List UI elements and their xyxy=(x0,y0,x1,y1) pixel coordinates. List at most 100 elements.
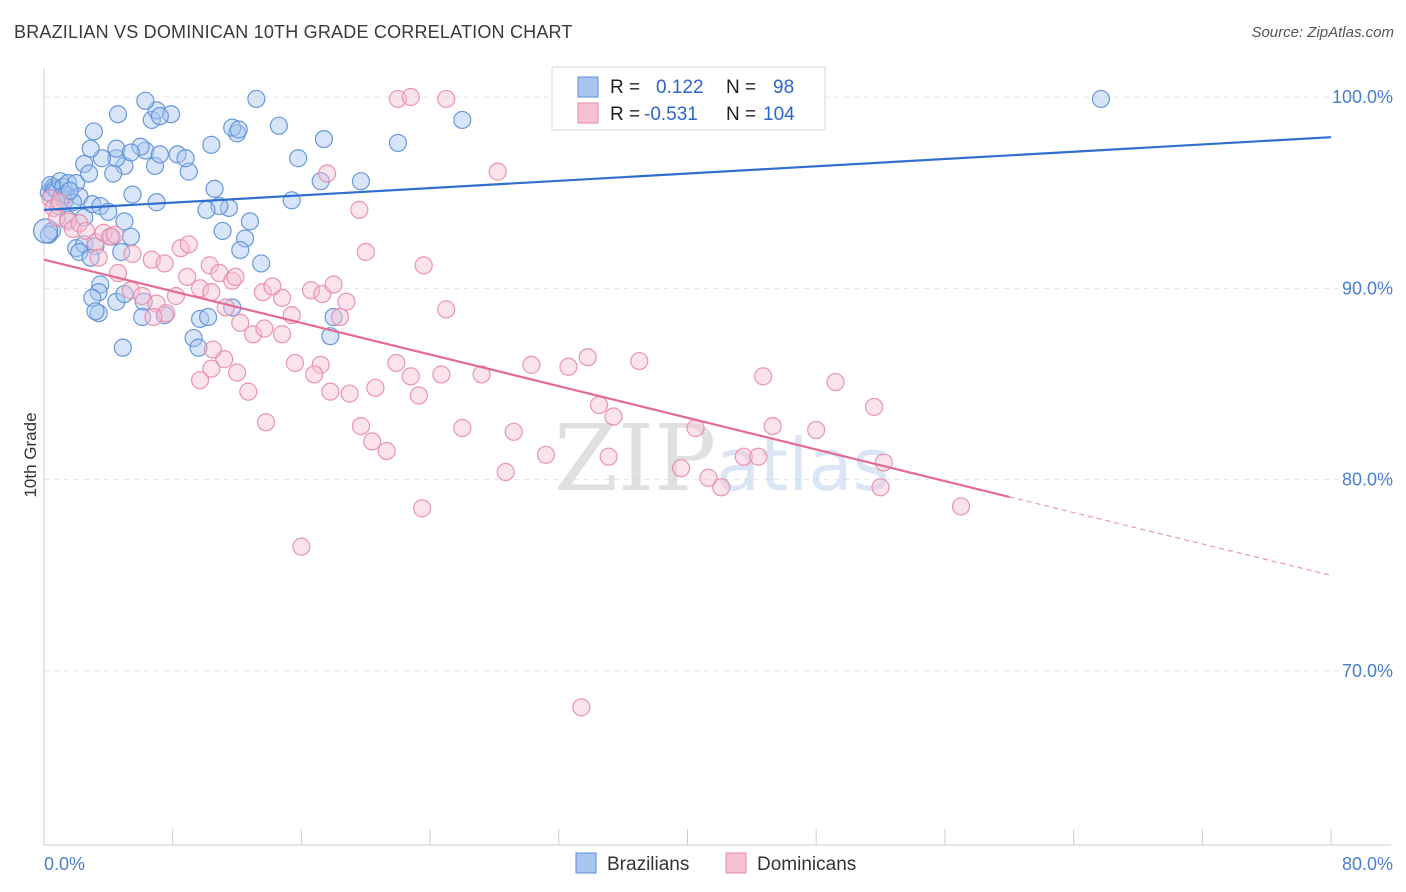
point-brazilian xyxy=(70,242,89,262)
point-brazilian xyxy=(86,237,105,256)
point-dominican xyxy=(826,372,845,392)
point-brazilian xyxy=(289,149,308,168)
point-brazilian xyxy=(75,154,94,174)
y-tick-label: 70.0% xyxy=(1342,661,1393,681)
point-brazilian xyxy=(121,227,140,246)
point-brazilian xyxy=(131,137,150,156)
point-dominican xyxy=(41,189,60,208)
point-dominican xyxy=(50,193,70,212)
point-brazilian xyxy=(112,242,131,262)
point-dominican xyxy=(414,256,433,275)
legend-n-label: N = xyxy=(726,104,756,125)
point-dominican xyxy=(226,267,245,286)
point-dominican xyxy=(356,242,375,262)
point-dominican xyxy=(572,698,591,717)
x-tick-label: 0.0% xyxy=(44,854,85,874)
point-dominican xyxy=(432,365,451,384)
correlation-legend: R = 0.122 N = 98 R = -0.531 N = 104 xyxy=(551,66,826,131)
point-brazilian xyxy=(240,212,260,231)
point-brazilian xyxy=(108,105,128,124)
point-brazilian xyxy=(269,116,288,135)
point-dominican xyxy=(604,407,623,426)
point-brazilian xyxy=(223,118,242,137)
point-brazilian xyxy=(202,135,221,154)
point-brazilian xyxy=(83,288,102,307)
point-brazilian xyxy=(252,254,271,273)
point-brazilian xyxy=(107,139,126,158)
point-dominican xyxy=(202,359,221,378)
point-dominican xyxy=(179,235,198,254)
point-dominican xyxy=(200,256,219,275)
point-brazilian xyxy=(453,110,472,130)
point-dominican xyxy=(351,416,371,436)
legend-swatch-dominicans xyxy=(577,102,599,124)
point-dominican xyxy=(437,300,456,319)
legend-r-value-brazilians: 0.122 xyxy=(656,77,704,98)
point-brazilian xyxy=(81,139,100,158)
point-brazilian xyxy=(229,120,248,139)
point-dominican xyxy=(285,353,305,373)
point-brazilian xyxy=(104,164,123,183)
bottom-legend-swatch-dominicans xyxy=(725,852,747,874)
legend-n-value-brazilians: 98 xyxy=(773,77,794,98)
point-dominican xyxy=(589,395,609,415)
point-dominican xyxy=(712,478,731,497)
point-dominican xyxy=(330,307,350,327)
point-brazilian xyxy=(176,149,195,168)
point-dominican xyxy=(754,367,773,386)
point-dominican xyxy=(123,244,142,263)
point-dominican xyxy=(401,367,420,386)
legend-r-label: R = xyxy=(610,104,640,125)
point-dominican xyxy=(599,447,618,466)
point-brazilian xyxy=(150,145,169,164)
point-dominican xyxy=(133,286,152,306)
point-brazilian xyxy=(179,162,198,181)
point-dominican xyxy=(734,447,753,466)
point-dominican xyxy=(202,283,221,302)
point-brazilian xyxy=(79,164,99,183)
point-dominican xyxy=(472,365,491,384)
point-dominican xyxy=(763,416,782,436)
point-dominican xyxy=(437,89,456,109)
point-dominican xyxy=(239,382,258,401)
chart-title: BRAZILIAN VS DOMINICAN 10TH GRADE CORREL… xyxy=(14,22,573,42)
point-dominican xyxy=(871,478,890,497)
point-dominican xyxy=(377,441,396,461)
point-dominican xyxy=(337,292,356,311)
point-dominican xyxy=(630,351,649,371)
point-brazilian xyxy=(121,143,140,162)
point-dominican xyxy=(216,298,235,317)
x-axis-labels: 0.0% 80.0% xyxy=(44,854,1393,874)
legend-r-label: R = xyxy=(610,77,640,98)
bottom-legend-label-dominicans: Dominicans xyxy=(757,854,856,875)
point-brazilian xyxy=(136,91,155,110)
point-brazilian xyxy=(235,229,255,248)
point-dominican xyxy=(699,468,718,487)
point-dominican xyxy=(256,413,276,432)
source-credit: Source: ZipAtlas.com xyxy=(1251,24,1394,41)
point-brazilian xyxy=(123,185,142,204)
point-dominican xyxy=(203,340,223,359)
point-brazilian xyxy=(63,193,83,212)
point-brazilian xyxy=(205,179,224,198)
point-dominican xyxy=(496,462,515,482)
point-dominican xyxy=(522,355,541,374)
point-dominican xyxy=(409,386,428,405)
point-dominican xyxy=(671,459,691,478)
point-dominican xyxy=(318,164,337,183)
point-brazilian xyxy=(161,105,181,124)
point-dominican xyxy=(578,348,597,367)
point-dominican xyxy=(350,200,369,219)
point-dominican xyxy=(865,397,884,417)
point-dominican xyxy=(340,384,359,403)
point-dominican xyxy=(453,418,472,438)
axes xyxy=(43,68,1391,846)
point-dominican xyxy=(147,294,166,313)
point-dominican xyxy=(488,162,507,181)
legend-n-label: N = xyxy=(726,77,756,98)
point-dominican xyxy=(321,382,340,401)
trend-line-dominicans xyxy=(43,258,1010,498)
point-dominican xyxy=(305,365,324,384)
point-brazilian xyxy=(213,221,232,241)
